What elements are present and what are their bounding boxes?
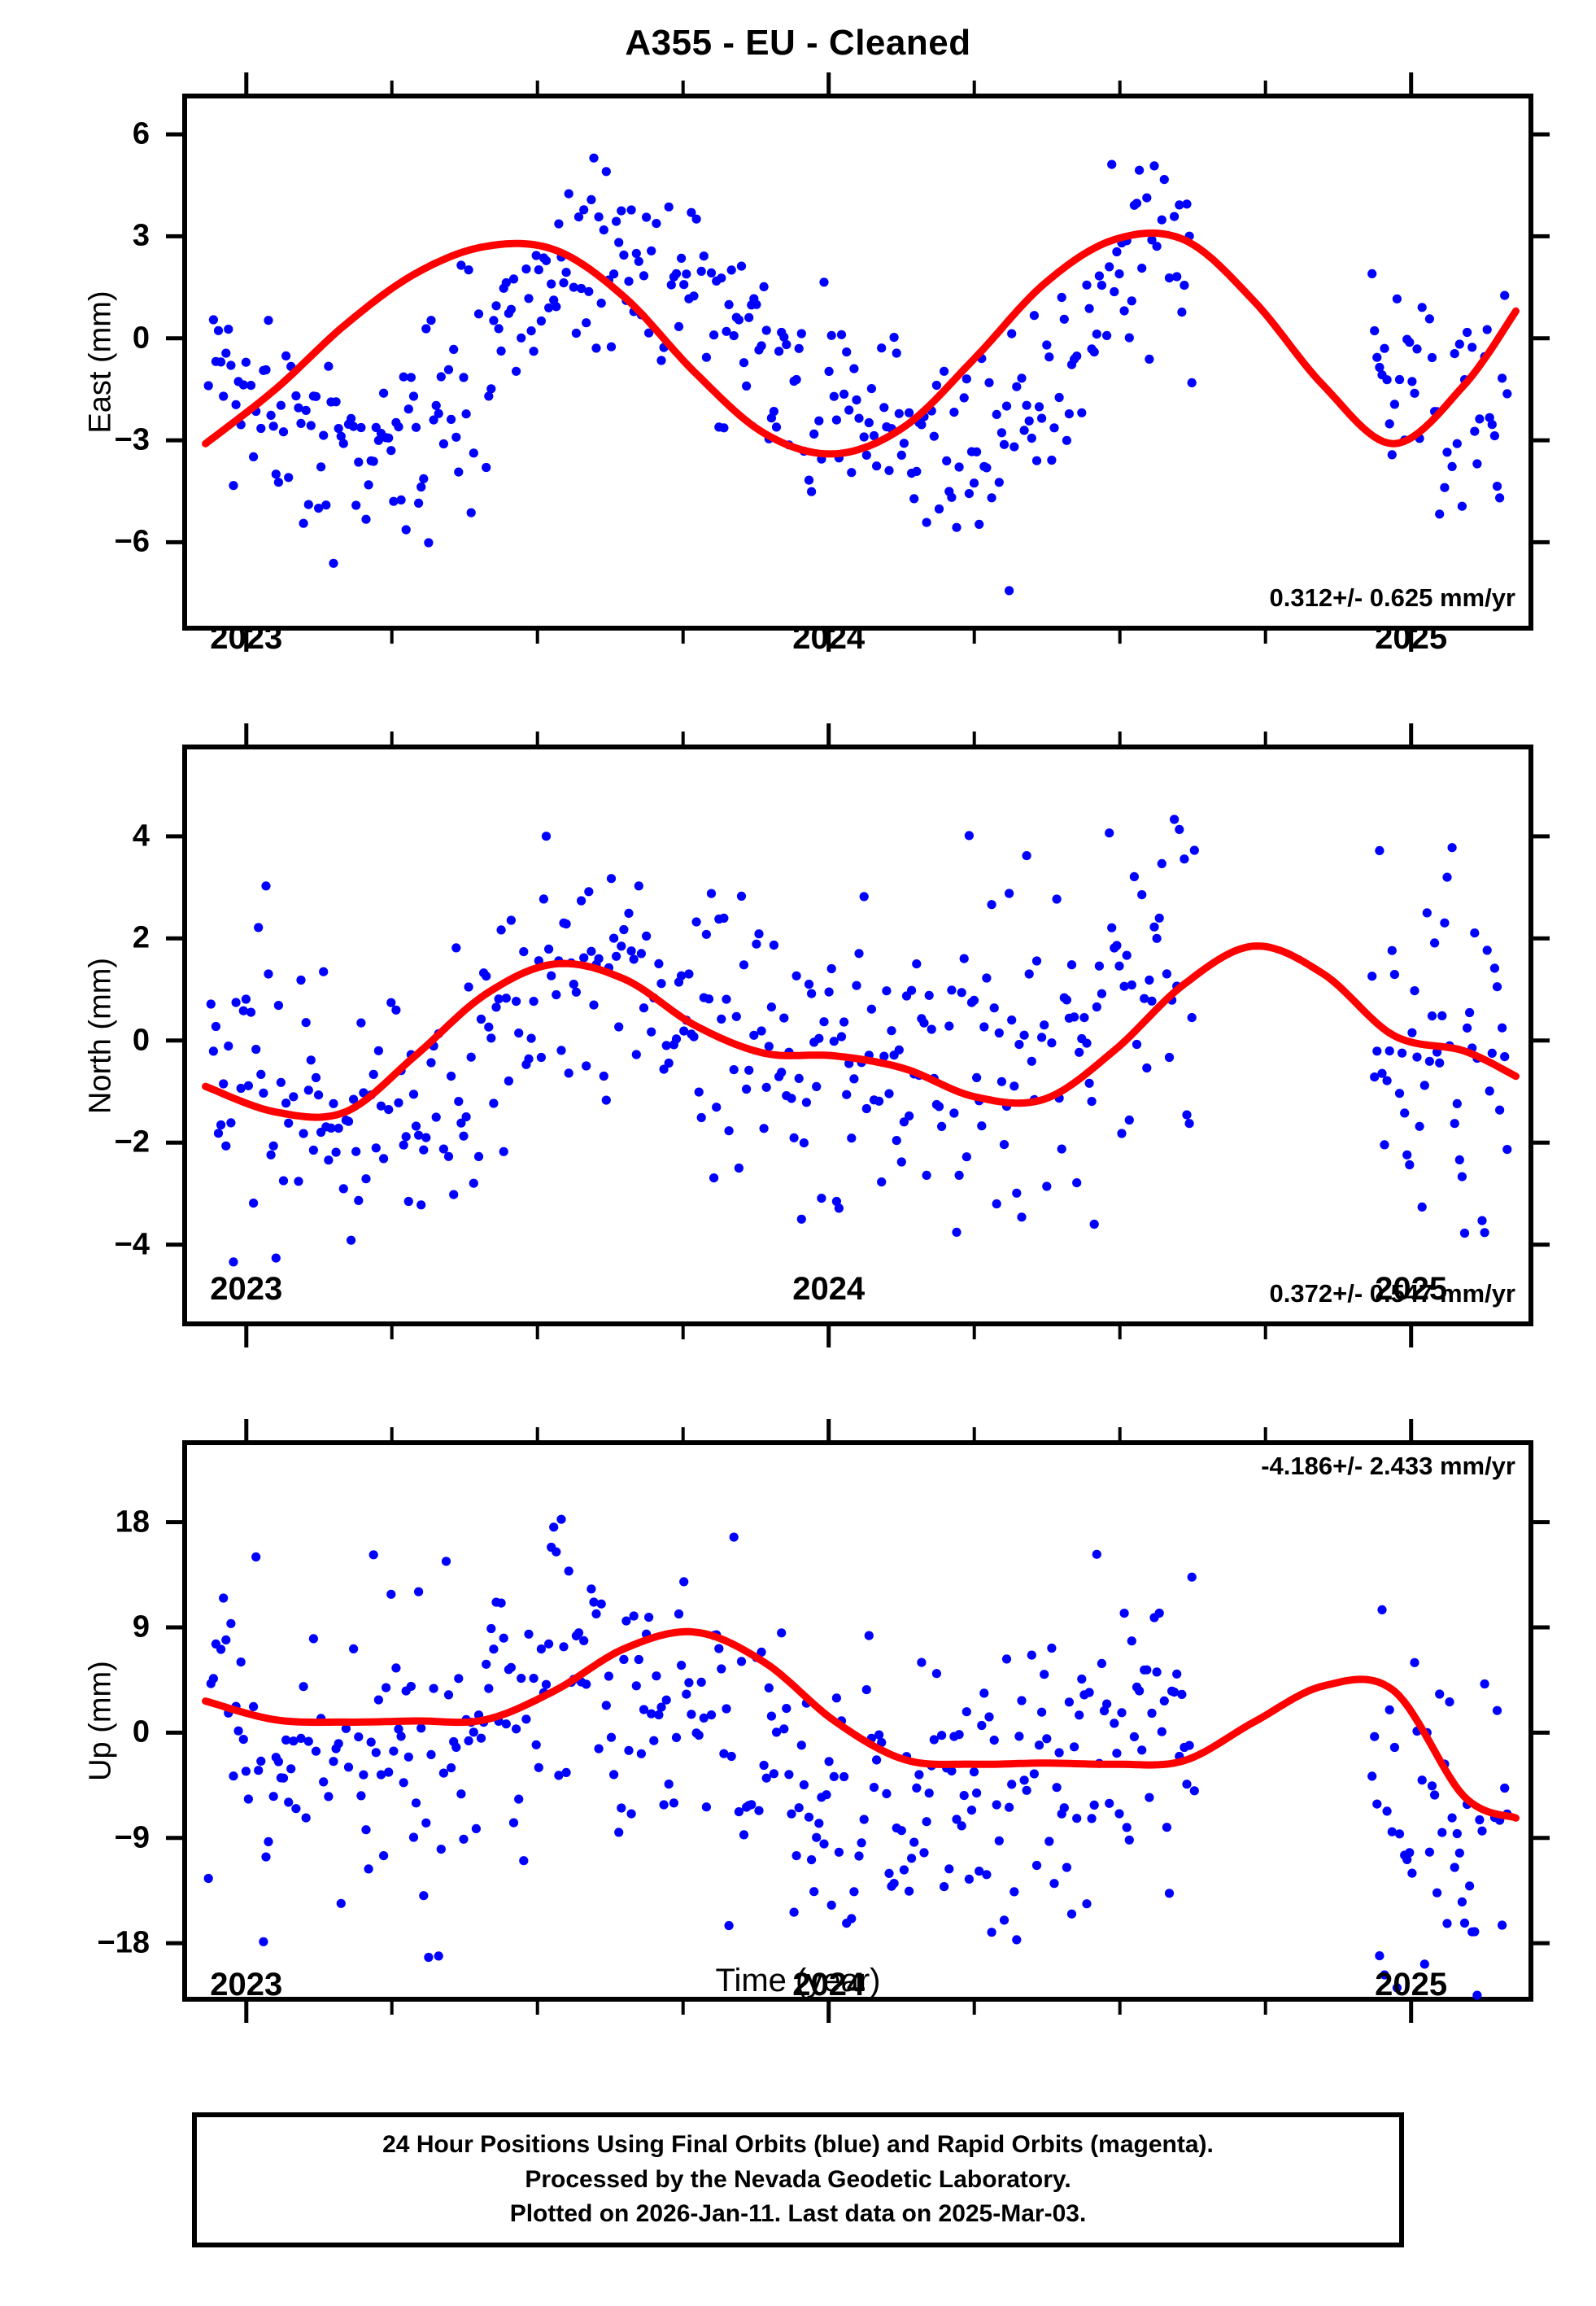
- panel-north: 0.372+/- 0.547 mm/yr: [166, 723, 1550, 1347]
- caption-line-1: 24 Hour Positions Using Final Orbits (bl…: [382, 2131, 1214, 2159]
- x-tick-label-north-2024: 2024: [792, 1271, 866, 1307]
- x-axis-title: Time (year): [715, 1963, 881, 1998]
- panel-east: 0.312+/- 0.625 mm/yr: [166, 72, 1550, 652]
- y-tick-label-north-4: −4: [114, 1227, 150, 1262]
- rate-annotation-east: 0.312+/- 0.625 mm/yr: [1269, 583, 1515, 612]
- scatter-plot-up: [166, 1419, 1550, 2023]
- rate-annotation-north: 0.372+/- 0.547 mm/yr: [1269, 1279, 1515, 1308]
- y-tick-label-east-2: 0: [132, 321, 150, 356]
- x-tick-label-up-2023: 2023: [210, 1967, 283, 2002]
- x-tick-label-east-2025: 2025: [1375, 620, 1448, 656]
- y-tick-label-up-4: −18: [97, 1925, 150, 1960]
- x-tick-label-up-2024: 2024: [792, 1967, 866, 2002]
- x-tick-label-east-2023: 2023: [210, 620, 283, 656]
- scatter-plot-east: [166, 72, 1550, 652]
- rate-annotation-up: -4.186+/- 2.433 mm/yr: [1261, 1452, 1515, 1480]
- y-tick-label-east-3: −3: [114, 422, 150, 457]
- caption-line-3: Plotted on 2026-Jan-11. Last data on 202…: [509, 2200, 1087, 2228]
- y-tick-label-up-1: 9: [132, 1609, 150, 1644]
- scatter-plot-north: [166, 723, 1550, 1347]
- y-tick-label-up-2: 0: [132, 1714, 150, 1749]
- y-tick-label-north-0: 4: [132, 819, 150, 854]
- y-tick-label-up-0: 18: [115, 1505, 150, 1540]
- y-tick-label-east-1: 3: [132, 218, 150, 253]
- y-tick-label-east-4: −6: [114, 524, 150, 559]
- y-axis-title-north: North (mm): [83, 957, 118, 1114]
- y-axis-title-east: East (mm): [83, 290, 118, 434]
- plot-frame-east: [182, 94, 1533, 631]
- plot-frame-north: [182, 745, 1533, 1326]
- plot-frame-up: [182, 1440, 1533, 2002]
- page-title: A355 - EU - Cleaned: [625, 23, 971, 63]
- data-points-up: [203, 1514, 1512, 2000]
- trend-line-north: [202, 942, 1520, 1121]
- y-tick-label-north-1: 2: [132, 920, 150, 955]
- y-tick-label-north-2: 0: [132, 1023, 150, 1058]
- x-tick-label-east-2024: 2024: [792, 620, 866, 656]
- panel-up: -4.186+/- 2.433 mm/yr: [166, 1419, 1550, 2023]
- caption-line-2: Processed by the Nevada Geodetic Laborat…: [525, 2165, 1071, 2193]
- x-tick-label-up-2025: 2025: [1375, 1967, 1448, 2002]
- data-points-east: [203, 153, 1512, 596]
- y-tick-label-north-3: −2: [114, 1125, 150, 1160]
- y-tick-label-east-0: 6: [132, 116, 150, 151]
- y-tick-label-up-3: −9: [114, 1820, 150, 1855]
- trend-line-up: [202, 1627, 1520, 1822]
- data-points-north: [206, 815, 1512, 1267]
- x-tick-label-north-2025: 2025: [1375, 1271, 1448, 1307]
- y-axis-title-up: Up (mm): [83, 1661, 118, 1781]
- trend-line-east: [202, 229, 1520, 458]
- x-tick-label-north-2023: 2023: [210, 1271, 283, 1307]
- caption-box: 24 Hour Positions Using Final Orbits (bl…: [192, 2112, 1404, 2247]
